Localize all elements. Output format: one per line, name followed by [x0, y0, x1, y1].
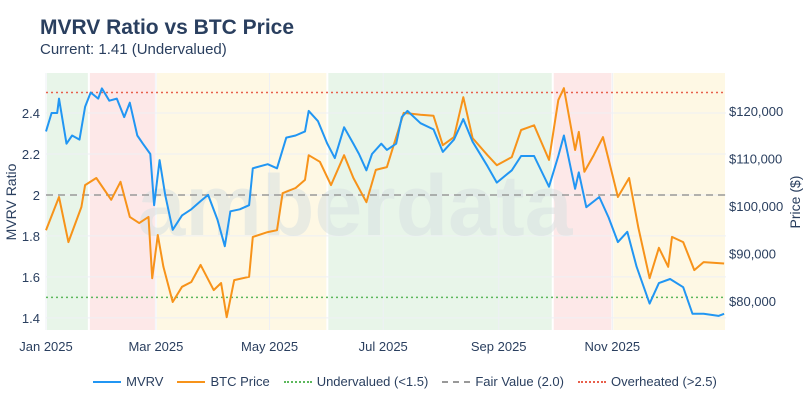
y2-tick-label: $90,000: [729, 247, 776, 262]
y-axis-title: MVRV Ratio: [3, 163, 19, 240]
legend-swatch: [442, 380, 471, 383]
legend-item[interactable]: MVRV: [93, 374, 163, 389]
y-tick-label: 2: [33, 188, 40, 203]
y2-axis-title: Price ($): [787, 176, 803, 229]
legend-label: BTC Price: [210, 374, 270, 389]
legend: MVRV BTC Price Undervalued (<1.5) Fair Valu…: [0, 374, 810, 389]
y-tick-label: 2.2: [22, 147, 40, 162]
x-tick-label: Jul 2025: [359, 339, 408, 354]
legend-swatch: [283, 380, 312, 383]
chart-subtitle: Current: 1.41 (Undervalued): [40, 41, 227, 58]
legend-swatch: [577, 380, 606, 383]
zone-undervalued: [47, 73, 88, 330]
x-tick-label: Nov 2025: [585, 339, 641, 354]
zone-fair: [156, 73, 327, 330]
y2-tick-label: $120,000: [729, 104, 783, 119]
y-tick-label: 1.4: [22, 311, 40, 326]
y2-tick-label: $110,000: [729, 152, 782, 167]
chart-title: MVRV Ratio vs BTC Price: [40, 16, 295, 39]
x-tick-label: Jan 2025: [19, 339, 73, 354]
legend-label: Undervalued (<1.5): [316, 374, 429, 389]
zone-fair: [613, 73, 725, 330]
legend-item[interactable]: Undervalued (<1.5): [283, 374, 429, 389]
legend-item[interactable]: Fair Value (2.0): [442, 374, 564, 389]
x-tick-label: Mar 2025: [128, 339, 183, 354]
series-line-btc-price: [45, 87, 725, 319]
x-tick-label: Sep 2025: [471, 339, 527, 354]
watermark-logo: amberdata: [138, 158, 574, 254]
y-tick-label: 1.6: [22, 270, 40, 285]
legend-item[interactable]: Overheated (>2.5): [577, 374, 717, 389]
legend-label: Fair Value (2.0): [475, 374, 564, 389]
legend-label: Overheated (>2.5): [610, 374, 717, 389]
y2-tick-label: $100,000: [729, 199, 783, 214]
y-tick-label: 1.8: [22, 229, 40, 244]
legend-item[interactable]: BTC Price: [177, 374, 270, 389]
series-line-mvrv: [45, 87, 725, 317]
y-tick-label: 2.4: [22, 106, 40, 121]
zone-overheated: [89, 73, 155, 330]
y2-tick-label: $80,000: [729, 294, 776, 309]
legend-swatch: [177, 380, 206, 383]
legend-swatch: [93, 380, 122, 383]
x-tick-label: May 2025: [241, 339, 298, 354]
legend-label: MVRV: [126, 374, 164, 389]
